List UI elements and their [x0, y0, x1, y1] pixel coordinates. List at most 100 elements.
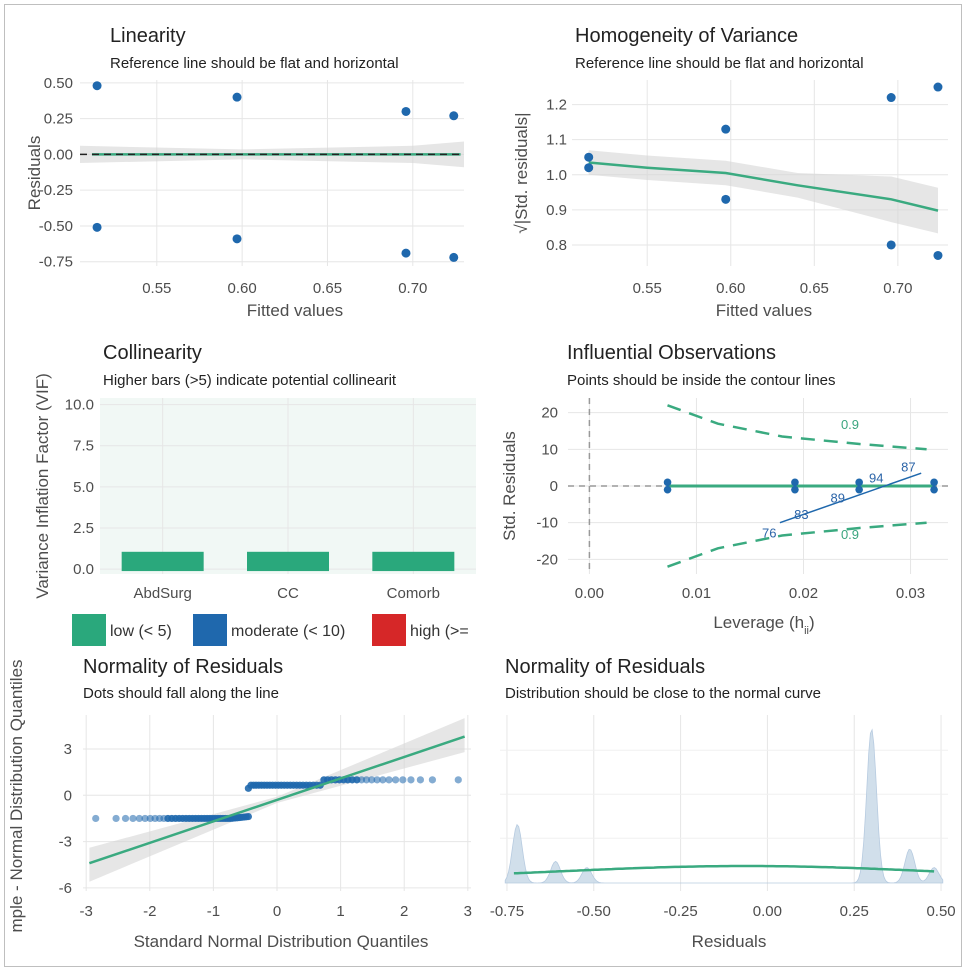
data-point	[663, 485, 672, 494]
y-tick-label: 0	[64, 787, 72, 804]
qq-panel: Normality of Residuals Dots should fall a…	[7, 656, 472, 951]
x-tick-label: 0.00	[753, 903, 782, 920]
data-point	[933, 250, 943, 260]
data-point	[886, 240, 896, 250]
vif-bar	[372, 551, 455, 572]
x-tick-label: CC	[277, 585, 299, 602]
legend-swatch	[372, 614, 406, 646]
legend-label: moderate (< 10)	[231, 623, 345, 640]
panel-title: Collinearity	[103, 342, 202, 364]
y-tick-label: 20	[541, 405, 558, 422]
data-point	[141, 814, 149, 823]
panel-title: Linearity	[110, 25, 186, 47]
x-tick-label: 0.60	[228, 280, 257, 297]
x-tick-label: 0.70	[398, 280, 427, 297]
smooth-line	[588, 161, 939, 212]
confidence-band	[588, 150, 938, 234]
panel-subtitle: Reference line should be flat and horizo…	[575, 55, 864, 72]
x-tick-label: 0.70	[883, 280, 912, 297]
x-tick-label: 2	[400, 903, 408, 920]
y-axis-label: Variance Inflation Factor (VIF)	[33, 373, 52, 599]
data-point	[391, 776, 400, 784]
data-point	[92, 222, 102, 232]
panel-title: Homogeneity of Variance	[575, 25, 798, 47]
x-tick-label: -1	[207, 903, 220, 920]
x-tick-label: -3	[80, 903, 93, 920]
y-tick-label: -6	[59, 880, 72, 897]
y-tick-label: 10.0	[65, 397, 94, 414]
x-tick-label: 0	[273, 903, 281, 920]
x-tick-label: -2	[143, 903, 156, 920]
density-area	[504, 728, 944, 884]
panel-title: Influential Observations	[567, 342, 776, 364]
panel-subtitle: Points should be inside the contour line…	[567, 372, 836, 389]
homogeneity-panel: Homogeneity of Variance Reference line sh…	[512, 25, 948, 320]
y-tick-label: -0.75	[39, 254, 73, 271]
x-tick-label: 0.65	[800, 280, 829, 297]
cook-line	[779, 472, 922, 524]
data-point	[930, 478, 938, 487]
data-point	[244, 812, 252, 821]
influential-panel: Influential Observations Points should be…	[500, 342, 948, 637]
data-point	[92, 81, 102, 91]
point-label: 87	[901, 459, 915, 474]
data-point	[401, 248, 411, 258]
x-axis-label: Leverage (hii)	[713, 613, 814, 637]
data-point	[232, 92, 242, 102]
y-tick-label: -10	[536, 515, 558, 532]
data-point	[357, 776, 366, 784]
x-tick-label: -0.50	[577, 903, 611, 920]
legend-swatch	[193, 614, 227, 646]
panel-subtitle: Reference line should be flat and horizo…	[110, 55, 399, 72]
point-label: 83	[794, 507, 808, 522]
data-point	[855, 485, 863, 494]
x-axis-label: Residuals	[692, 932, 767, 951]
y-tick-label: 3	[64, 741, 72, 758]
x-tick-label: 0.50	[926, 903, 955, 920]
y-axis-label: √|Std. residuals|	[512, 112, 531, 233]
figure-frame	[4, 4, 962, 967]
contour-label-lower: 0.9	[841, 527, 859, 542]
data-point	[449, 252, 459, 262]
data-point	[428, 776, 437, 784]
normal-curve	[513, 864, 935, 875]
data-point	[129, 814, 137, 823]
x-tick-label: 0.55	[142, 280, 171, 297]
vif-bar	[121, 551, 204, 572]
point-label: 89	[831, 491, 845, 506]
y-tick-label: 0.00	[44, 146, 73, 163]
panel-subtitle: Higher bars (>5) indicate potential coll…	[103, 372, 397, 389]
collinearity-panel: Collinearity Higher bars (>5) indicate po…	[33, 342, 476, 646]
data-point	[933, 82, 943, 92]
data-point	[663, 478, 672, 487]
point-label: 94	[869, 470, 883, 485]
x-tick-label: 0.25	[840, 903, 869, 920]
x-tick-label: 0.02	[789, 585, 818, 602]
reference-line	[88, 735, 466, 865]
y-tick-label: 0.9	[546, 202, 567, 219]
x-tick-label: 0.60	[716, 280, 745, 297]
y-axis-label: Residuals	[25, 136, 44, 211]
data-point	[135, 814, 143, 823]
data-point	[373, 776, 381, 784]
data-point	[855, 478, 863, 487]
data-point	[930, 485, 938, 494]
panel-subtitle: Distribution should be close to the norm…	[505, 685, 821, 702]
data-point	[416, 776, 425, 784]
data-point	[886, 93, 896, 103]
data-point	[401, 106, 411, 116]
data-point	[791, 485, 799, 494]
y-tick-label: 1.0	[546, 167, 567, 184]
x-tick-label: 0.03	[896, 585, 925, 602]
y-tick-label: 0.0	[73, 561, 94, 578]
panel-subtitle: Dots should fall along the line	[83, 685, 279, 702]
data-point	[385, 776, 393, 784]
x-tick-label: -0.25	[663, 903, 697, 920]
y-tick-label: -20	[536, 551, 558, 568]
y-tick-label: 0.25	[44, 111, 73, 128]
y-axis-label: Std. Residuals	[500, 431, 519, 541]
x-tick-label: -0.75	[490, 903, 524, 920]
x-tick-label: 3	[464, 903, 472, 920]
data-point	[721, 124, 731, 134]
